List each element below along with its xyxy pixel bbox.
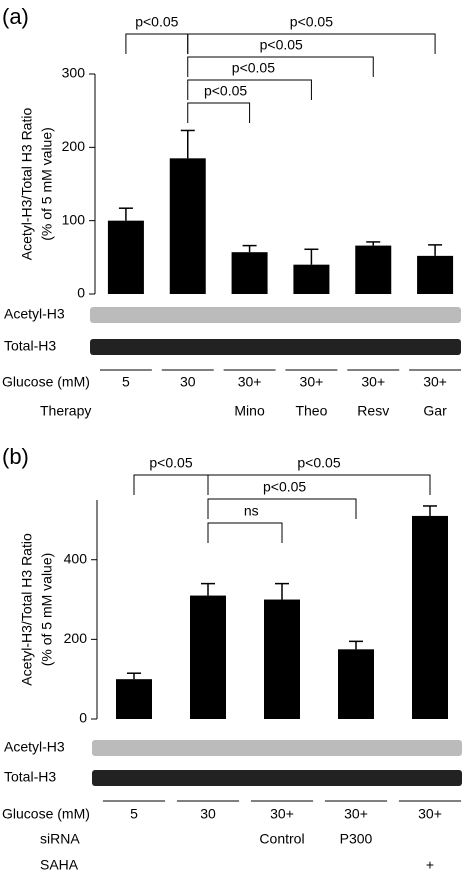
row-value: Gar (423, 403, 447, 419)
bar (169, 158, 206, 294)
bar (116, 679, 152, 719)
significance-label: p<0.05 (232, 60, 275, 76)
panel-label: (a) (2, 4, 29, 29)
bar (264, 599, 300, 719)
blot-label: Acetyl-H3 (4, 306, 65, 322)
category-label: Glucose (mM) (2, 374, 90, 390)
y-tick-label: 100 (62, 211, 86, 227)
bar (293, 264, 330, 294)
significance-bracket (187, 56, 374, 77)
blot-band (92, 770, 462, 786)
row-value: + (426, 857, 434, 872)
significance-bracket (133, 474, 209, 495)
x-tick-label: 5 (130, 806, 138, 822)
category-label: Glucose (mM) (2, 806, 90, 822)
significance-bracket (187, 102, 251, 123)
y-tick-label: 400 (64, 550, 88, 566)
y-tick-label: 0 (77, 285, 85, 301)
blot-label: Acetyl-H3 (4, 739, 65, 755)
y-tick-label: 200 (62, 138, 86, 154)
y-tick-label: 300 (62, 65, 86, 81)
blot-band (90, 339, 461, 355)
row-label: Therapy (40, 403, 91, 419)
x-tick-label: 30+ (270, 806, 294, 822)
significance-label: p<0.05 (290, 14, 333, 30)
x-tick-label: 30+ (361, 374, 385, 390)
significance-label: p<0.05 (260, 37, 303, 53)
x-tick-label: 30+ (418, 806, 442, 822)
bar (231, 252, 268, 294)
significance-label: p<0.05 (204, 83, 247, 99)
bar (355, 245, 392, 294)
y-axis-label: Acetyl-H3/Total H3 Ratio (19, 108, 35, 261)
bar (338, 649, 374, 719)
row-value: Mino (234, 403, 265, 419)
bar (412, 515, 448, 719)
panel-label: (b) (2, 444, 29, 469)
significance-bracket (187, 79, 312, 100)
row-value: P300 (340, 831, 373, 847)
y-axis-label: (% of 5 mM value) (39, 127, 55, 241)
x-tick-label: 30+ (344, 806, 368, 822)
y-tick-label: 0 (79, 710, 87, 726)
bar (417, 255, 454, 294)
x-tick-label: 30+ (300, 374, 324, 390)
y-axis-label: Acetyl-H3/Total H3 Ratio (19, 533, 35, 686)
significance-bracket (125, 33, 189, 54)
significance-label: p<0.05 (135, 14, 178, 30)
row-value: Resv (357, 403, 389, 419)
significance-bracket (207, 474, 431, 495)
significance-bracket (207, 522, 283, 543)
row-value: Control (259, 831, 304, 847)
y-axis-label: (% of 5 mM value) (39, 553, 55, 667)
x-tick-label: 5 (122, 374, 130, 390)
y-tick-label: 200 (64, 630, 88, 646)
x-tick-label: 30 (200, 806, 216, 822)
significance-label: p<0.05 (297, 455, 340, 471)
blot-band (90, 307, 461, 323)
row-label: siRNA (40, 831, 80, 847)
blot-label: Total-H3 (4, 769, 56, 785)
significance-bracket (187, 33, 436, 54)
row-value: Theo (295, 403, 327, 419)
x-tick-label: 30 (180, 374, 196, 390)
bar (190, 595, 226, 719)
significance-label: p<0.05 (149, 455, 192, 471)
blot-band (92, 740, 462, 756)
significance-label: ns (244, 503, 259, 519)
significance-bracket (207, 498, 357, 519)
row-label: SAHA (40, 857, 79, 872)
significance-label: p<0.05 (263, 479, 306, 495)
x-tick-label: 30+ (423, 374, 447, 390)
blot-label: Total-H3 (4, 338, 56, 354)
x-tick-label: 30+ (238, 374, 262, 390)
bar (107, 220, 144, 294)
